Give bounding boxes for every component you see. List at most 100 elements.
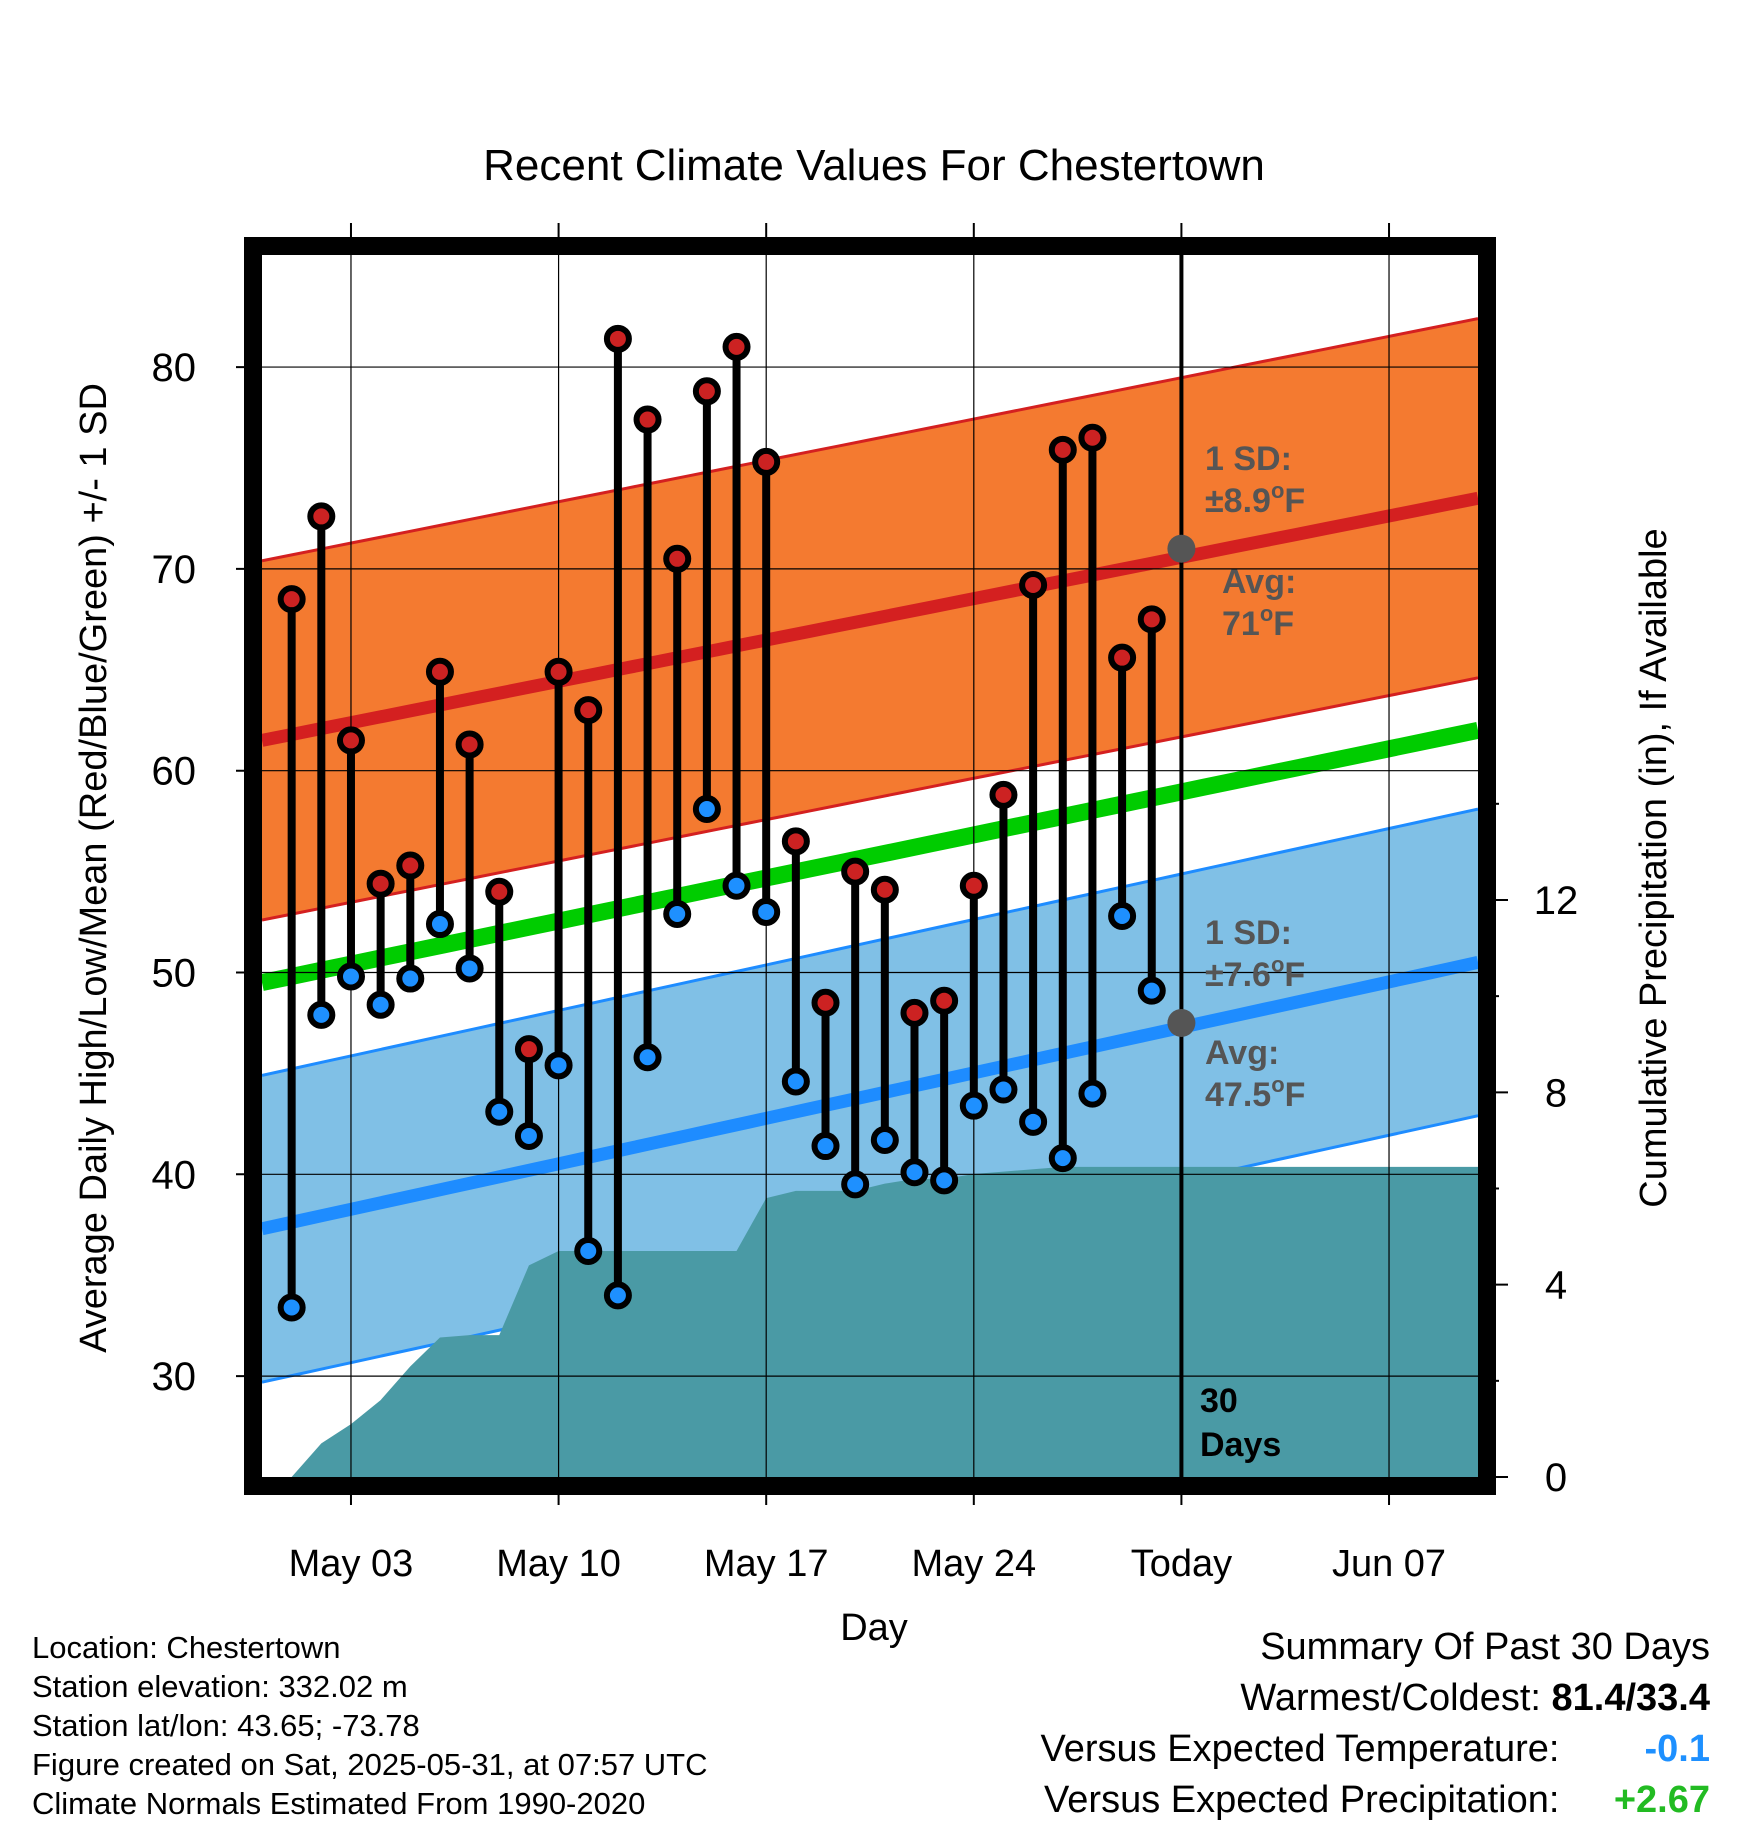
daily-low-point [485,1097,514,1126]
low-avg-value: 47.5oF [1205,1072,1305,1114]
normals-text: Climate Normals Estimated From 1990-2020 [32,1786,646,1821]
daily-high-point [277,585,306,614]
daily-high-point [1078,423,1107,452]
y2-axis-label: Cumulative Precipitation (in), If Availa… [1633,528,1675,1207]
today-high-normal-marker [1167,534,1196,563]
y-tick-label: 70 [152,548,197,592]
daily-high-point [900,998,929,1027]
daily-high-point [366,869,395,898]
today-low-normal-marker [1167,1008,1196,1037]
daily-high-point [514,1035,543,1064]
y-tick-label: 80 [152,346,197,390]
low-sd-label: 1 SD: [1205,914,1292,952]
daily-low-point [1019,1107,1048,1136]
summary-panel: Summary Of Past 30 Days Warmest/Coldest:… [1041,1622,1710,1826]
x-tick-label: Jun 07 [1332,1543,1446,1585]
daily-high-point [455,730,484,759]
mean-normal-line [262,722,1478,991]
high-avg-label: Avg: [1222,563,1296,601]
warm-cold-value: 81.4/33.4 [1551,1677,1710,1719]
daily-high-point [425,657,454,686]
y2-tick-label: 4 [1545,1264,1567,1308]
daily-low-point [692,795,721,824]
plot-frame [244,237,1496,1495]
high-sd-value: ±8.9oF [1205,478,1305,520]
y2-tick-label: 12 [1534,879,1579,923]
daily-high-point [663,544,692,573]
daily-high-point [1048,435,1077,464]
cumulative-precip-area [262,1166,1478,1477]
daily-low-point [959,1091,988,1120]
daily-high-point [870,875,899,904]
y-tick-label: 40 [152,1153,197,1197]
daily-high-point [307,502,336,531]
daily-low-point [841,1170,870,1199]
daily-low-point [1078,1079,1107,1108]
daily-low-point [366,990,395,1019]
daily-low-point [336,962,365,991]
temp-row: Versus Expected Temperature: -0.1 [1041,1724,1710,1775]
daily-low-point [1108,901,1137,930]
daily-high-point [841,857,870,886]
low-sd-value: ±7.6oF [1205,952,1305,994]
precip-value: +2.67 [1613,1779,1710,1821]
daily-low-point [574,1236,603,1265]
precip-row: Versus Expected Precipitation: +2.67 [1041,1775,1710,1826]
daily-low-point [603,1281,632,1310]
daily-high-point [574,696,603,725]
daily-high-point [959,871,988,900]
y2-tick-label: 8 [1545,1071,1567,1115]
plot-area [262,246,1478,1477]
daily-low-point [396,964,425,993]
daily-low-point [544,1051,573,1080]
daily-high-point [336,726,365,755]
daily-high-point [752,447,781,476]
x-tick-label: Today [1131,1543,1232,1585]
days-count-label: 30 [1200,1382,1238,1420]
daily-high-point [722,332,751,361]
latlon-text: Station lat/lon: 43.65; -73.78 [32,1708,420,1743]
high-band-lower-edge [262,676,1478,922]
daily-high-point [811,988,840,1017]
high-avg-value: 71oF [1222,601,1294,643]
daily-low-point [1048,1144,1077,1173]
daily-low-point [455,954,484,983]
low-normal-line [262,956,1478,1236]
daily-low-point [930,1166,959,1195]
daily-low-point [722,871,751,900]
x-tick-label: May 03 [289,1543,414,1585]
high-sd-label: 1 SD: [1205,440,1292,478]
precip-label: Versus Expected Precipitation: [1044,1779,1560,1821]
high-band-upper-edge [262,317,1478,563]
daily-high-point [1019,571,1048,600]
daily-high-point [1137,605,1166,634]
daily-low-point [752,897,781,926]
elevation-text: Station elevation: 332.02 m [32,1669,408,1704]
daily-low-point [811,1132,840,1161]
x-tick-label: May 17 [704,1543,829,1585]
daily-low-point [307,1000,336,1029]
x-axis-label: Day [840,1607,908,1649]
x-tick-label: May 24 [911,1543,1036,1585]
daily-high-point [396,851,425,880]
y-tick-label: 50 [152,951,197,995]
days-unit-label: Days [1200,1426,1281,1464]
daily-high-point [633,405,662,434]
y2-tick-label: 0 [1545,1456,1567,1500]
warm-cold-label: Warmest/Coldest: [1240,1677,1541,1719]
warm-cold-row: Warmest/Coldest: 81.4/33.4 [1041,1673,1710,1724]
daily-low-point [633,1043,662,1072]
location-text: Location: Chestertown [32,1630,341,1665]
x-tick-label: May 10 [496,1543,621,1585]
y-axis-label: Average Daily High/Low/Mean (Red/Blue/Gr… [73,383,115,1353]
low-avg-label: Avg: [1205,1034,1279,1072]
daily-low-point [900,1158,929,1187]
daily-high-point [781,827,810,856]
y-tick-label: 30 [152,1355,197,1399]
created-text: Figure created on Sat, 2025-05-31, at 07… [32,1747,708,1782]
daily-low-point [514,1121,543,1150]
daily-low-point [870,1125,899,1154]
daily-high-point [485,877,514,906]
daily-low-point [663,899,692,928]
